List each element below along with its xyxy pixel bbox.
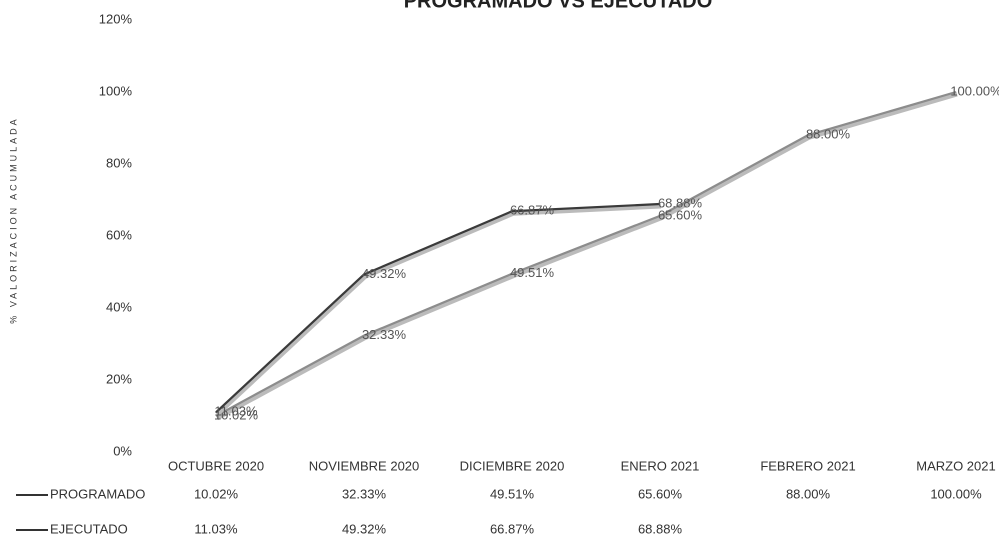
line-shadow (215, 203, 662, 417)
y-axis-label: % VALORIZACION ACUMULADA (8, 116, 18, 323)
y-tick-label: 100% (99, 83, 133, 98)
table-cell: 32.33% (342, 486, 387, 501)
series-line (215, 202, 661, 414)
table-cell: 65.60% (638, 486, 683, 501)
chart-title: PROGRAMADO VS EJECUTADO (404, 0, 713, 12)
x-tick-label: ENERO 2021 (621, 458, 700, 473)
y-tick-label: 40% (106, 299, 132, 314)
x-tick-label: DICIEMBRE 2020 (460, 458, 565, 473)
x-tick-label: FEBRERO 2021 (760, 458, 855, 473)
x-tick-label: MARZO 2021 (916, 458, 995, 473)
data-label: 68.88% (658, 195, 703, 210)
table-cell: 10.02% (194, 486, 239, 501)
data-label: 11.03% (214, 404, 258, 419)
data-label: 65.60% (658, 207, 703, 222)
data-label: 88.00% (806, 127, 851, 142)
data-label: 32.33% (362, 327, 407, 342)
legend-label: PROGRAMADO (50, 486, 145, 501)
table-cell: 88.00% (786, 486, 831, 501)
data-label: 66.87% (510, 203, 555, 218)
table-cell: 49.32% (342, 521, 387, 536)
line-shadow (215, 91, 958, 421)
data-label: 10.02% (214, 407, 259, 422)
table-cell: 49.51% (490, 486, 535, 501)
y-tick-label: 80% (106, 155, 132, 170)
table-cell: 100.00% (930, 486, 982, 501)
x-tick-label: NOVIEMBRE 2020 (309, 458, 420, 473)
series-line (215, 90, 957, 417)
data-label: 100.00% (950, 83, 999, 98)
table-cell: 68.88% (638, 521, 683, 536)
y-tick-label: 120% (99, 11, 133, 26)
data-label: 49.32% (362, 266, 407, 281)
data-label: 49.51% (510, 265, 555, 280)
y-tick-label: 0% (113, 443, 132, 458)
y-tick-label: 60% (106, 227, 132, 242)
table-cell: 66.87% (490, 521, 535, 536)
y-tick-label: 20% (106, 371, 132, 386)
legend-label: EJECUTADO (50, 521, 128, 536)
x-tick-label: OCTUBRE 2020 (168, 458, 264, 473)
table-cell: 11.03% (194, 521, 238, 536)
